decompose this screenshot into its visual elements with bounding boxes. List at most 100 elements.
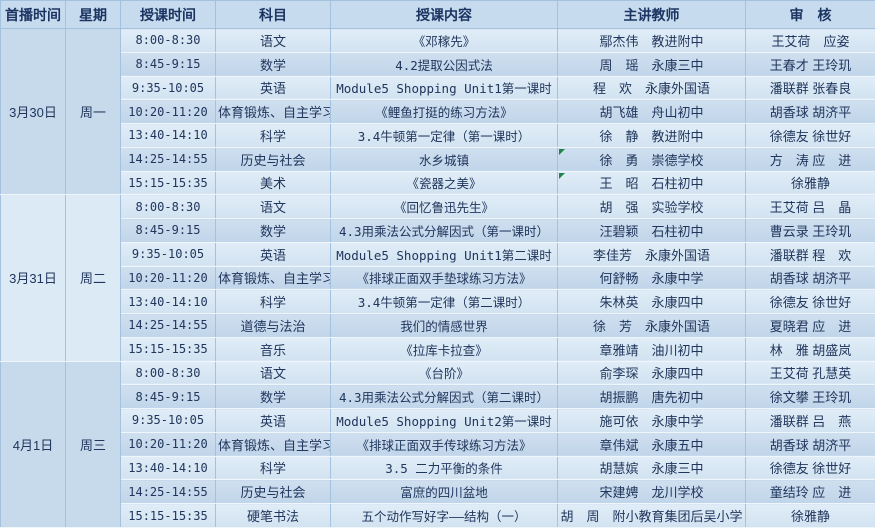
reviewer-cell[interactable]: 胡香球 胡济平 (745, 99, 875, 124)
col-header-subject[interactable]: 科目 (215, 0, 331, 29)
content-cell[interactable]: 富庶的四川盆地 (330, 479, 558, 504)
reviewer-cell[interactable]: 徐德友 徐世好 (745, 289, 875, 314)
reviewer-cell[interactable]: 王艾荷 吕 晶 (745, 194, 875, 219)
reviewer-cell[interactable]: 童结玲 应 进 (745, 479, 875, 504)
class-time-cell[interactable]: 15:15-15:35 (120, 503, 216, 528)
col-header-reviewer[interactable]: 审 核 (745, 0, 875, 29)
reviewer-cell[interactable]: 胡香球 胡济平 (745, 266, 875, 291)
lecturer-cell[interactable]: 汪碧颖 石柱初中 (557, 218, 746, 243)
lecturer-cell[interactable]: 朱林英 永康四中 (557, 289, 746, 314)
weekday-cell[interactable]: 周一 (65, 28, 121, 196)
lecturer-cell[interactable]: 宋建娉 龙川学校 (557, 479, 746, 504)
class-time-cell[interactable]: 8:45-9:15 (120, 384, 216, 409)
class-time-cell[interactable]: 13:40-14:10 (120, 289, 216, 314)
reviewer-cell[interactable]: 潘联群 张春良 (745, 76, 875, 101)
reviewer-cell[interactable]: 徐德友 徐世好 (745, 456, 875, 481)
reviewer-cell[interactable]: 潘联群 程 欢 (745, 242, 875, 267)
lecturer-cell[interactable]: 章雅靖 油川初中 (557, 337, 746, 362)
class-time-cell[interactable]: 10:20-11:20 (120, 266, 216, 291)
subject-cell[interactable]: 数学 (215, 384, 331, 409)
class-time-cell[interactable]: 8:45-9:15 (120, 52, 216, 77)
content-cell[interactable]: 3.4牛顿第一定律（第二课时） (330, 289, 558, 314)
class-time-cell[interactable]: 8:45-9:15 (120, 218, 216, 243)
content-cell[interactable]: 《排球正面双手垫球练习方法》 (330, 266, 558, 291)
col-header-class-time[interactable]: 授课时间 (120, 0, 216, 29)
reviewer-cell[interactable]: 徐雅静 (745, 503, 875, 528)
content-cell[interactable]: 《回忆鲁迅先生》 (330, 194, 558, 219)
content-cell[interactable]: 3.4牛顿第一定律（第一课时） (330, 123, 558, 148)
reviewer-cell[interactable]: 夏晓君 应 进 (745, 313, 875, 338)
class-time-cell[interactable]: 13:40-14:10 (120, 123, 216, 148)
content-cell[interactable]: Module5 Shopping Unit1第一课时 (330, 76, 558, 101)
content-cell[interactable]: 《鲤鱼打挺的练习方法》 (330, 99, 558, 124)
class-time-cell[interactable]: 8:00-8:30 (120, 194, 216, 219)
subject-cell[interactable]: 科学 (215, 123, 331, 148)
content-cell[interactable]: 《台阶》 (330, 361, 558, 386)
subject-cell[interactable]: 科学 (215, 289, 331, 314)
date-cell[interactable]: 4月1日 (0, 361, 66, 528)
col-header-weekday[interactable]: 星期 (65, 0, 121, 29)
subject-cell[interactable]: 体育锻炼、自主学习 (215, 99, 331, 124)
reviewer-cell[interactable]: 林 雅 胡盛岚 (745, 337, 875, 362)
lecturer-cell[interactable]: 李佳芳 永康外国语 (557, 242, 746, 267)
reviewer-cell[interactable]: 徐文攀 王玲玑 (745, 384, 875, 409)
reviewer-cell[interactable]: 方 涛 应 进 (745, 147, 875, 172)
lecturer-cell[interactable]: 俞李琛 永康四中 (557, 361, 746, 386)
class-time-cell[interactable]: 8:00-8:30 (120, 28, 216, 53)
lecturer-cell[interactable]: 徐 芳 永康外国语 (557, 313, 746, 338)
lecturer-cell[interactable]: 鄢杰伟 教进附中 (557, 28, 746, 53)
class-time-cell[interactable]: 14:25-14:55 (120, 313, 216, 338)
weekday-cell[interactable]: 周三 (65, 361, 121, 528)
subject-cell[interactable]: 道德与法治 (215, 313, 331, 338)
class-time-cell[interactable]: 15:15-15:35 (120, 171, 216, 196)
class-time-cell[interactable]: 15:15-15:35 (120, 337, 216, 362)
content-cell[interactable]: 《排球正面双手传球练习方法》 (330, 432, 558, 457)
content-cell[interactable]: 五个动作写好字——结构（一） (330, 503, 558, 528)
lecturer-cell[interactable]: 程 欢 永康外国语 (557, 76, 746, 101)
date-cell[interactable]: 3月30日 (0, 28, 66, 196)
lecturer-cell[interactable]: 胡 周 附小教育集团后吴小学 (557, 503, 746, 528)
lecturer-cell[interactable]: 胡飞雄 舟山初中 (557, 99, 746, 124)
content-cell[interactable]: 我们的情感世界 (330, 313, 558, 338)
subject-cell[interactable]: 科学 (215, 456, 331, 481)
reviewer-cell[interactable]: 徐德友 徐世好 (745, 123, 875, 148)
subject-cell[interactable]: 美术 (215, 171, 331, 196)
content-cell[interactable]: 4.3用乘法公式分解因式（第一课时） (330, 218, 558, 243)
subject-cell[interactable]: 英语 (215, 408, 331, 433)
content-cell[interactable]: 4.3用乘法公式分解因式（第二课时） (330, 384, 558, 409)
lecturer-cell[interactable]: 徐 静 教进附中 (557, 123, 746, 148)
class-time-cell[interactable]: 10:20-11:20 (120, 432, 216, 457)
class-time-cell[interactable]: 9:35-10:05 (120, 242, 216, 267)
lecturer-cell[interactable]: 施可依 永康中学 (557, 408, 746, 433)
content-cell[interactable]: 《拉库卡拉查》 (330, 337, 558, 362)
subject-cell[interactable]: 英语 (215, 242, 331, 267)
reviewer-cell[interactable]: 王春才 王玲玑 (745, 52, 875, 77)
class-time-cell[interactable]: 14:25-14:55 (120, 147, 216, 172)
content-cell[interactable]: 《瓷器之美》 (330, 171, 558, 196)
subject-cell[interactable]: 数学 (215, 218, 331, 243)
lecturer-cell[interactable]: 何舒畅 永康中学 (557, 266, 746, 291)
lecturer-cell[interactable]: 胡 强 实验学校 (557, 194, 746, 219)
col-header-content[interactable]: 授课内容 (330, 0, 558, 29)
subject-cell[interactable]: 语文 (215, 361, 331, 386)
weekday-cell[interactable]: 周二 (65, 194, 121, 362)
reviewer-cell[interactable]: 王艾荷 应姿 (745, 28, 875, 53)
subject-cell[interactable]: 语文 (215, 194, 331, 219)
content-cell[interactable]: Module5 Shopping Unit2第一课时 (330, 408, 558, 433)
class-time-cell[interactable]: 14:25-14:55 (120, 479, 216, 504)
class-time-cell[interactable]: 8:00-8:30 (120, 361, 216, 386)
lecturer-cell[interactable]: 章伟斌 永康五中 (557, 432, 746, 457)
lecturer-cell[interactable]: 周 瑶 永康三中 (557, 52, 746, 77)
lecturer-cell[interactable]: 王 昭 石柱初中 (557, 171, 746, 196)
content-cell[interactable]: 3.5 二力平衡的条件 (330, 456, 558, 481)
reviewer-cell[interactable]: 徐雅静 (745, 171, 875, 196)
class-time-cell[interactable]: 9:35-10:05 (120, 76, 216, 101)
reviewer-cell[interactable]: 曹云录 王玲玑 (745, 218, 875, 243)
reviewer-cell[interactable]: 王艾荷 孔慧英 (745, 361, 875, 386)
subject-cell[interactable]: 体育锻炼、自主学习 (215, 432, 331, 457)
subject-cell[interactable]: 硬笔书法 (215, 503, 331, 528)
lecturer-cell[interactable]: 徐 勇 崇德学校 (557, 147, 746, 172)
reviewer-cell[interactable]: 潘联群 吕 燕 (745, 408, 875, 433)
class-time-cell[interactable]: 10:20-11:20 (120, 99, 216, 124)
subject-cell[interactable]: 语文 (215, 28, 331, 53)
